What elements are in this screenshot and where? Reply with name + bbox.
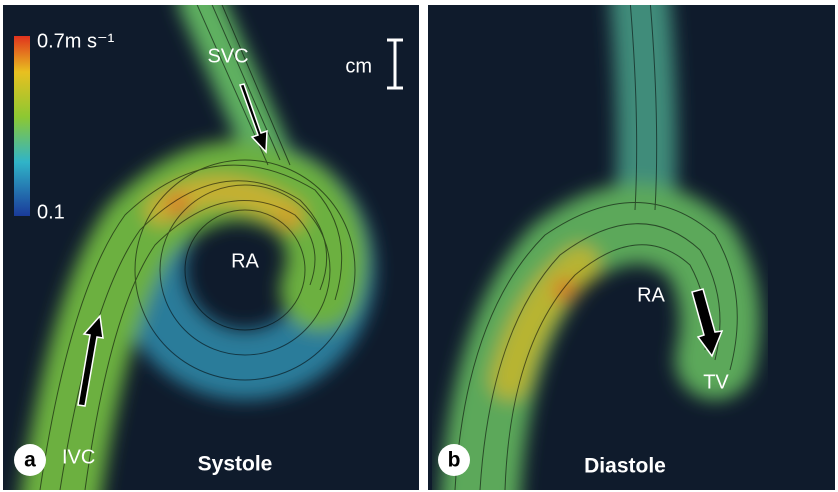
panel-title: Diastole	[584, 455, 666, 478]
figure: 0.7m s⁻¹ 0.1 SVC RA IVC cm a Systole RA …	[0, 0, 838, 492]
ra-label: RA	[231, 250, 259, 272]
panel-letter: a	[24, 449, 36, 472]
ra-label: RA	[637, 284, 665, 306]
panel-a: 0.7m s⁻¹ 0.1 SVC RA IVC cm a Systole	[3, 0, 419, 492]
tv-label: TV	[703, 371, 729, 393]
peak-spot	[279, 211, 297, 229]
colorbar-min: 0.1	[37, 201, 65, 223]
panel-title: Systole	[198, 453, 273, 476]
colorbar	[14, 36, 30, 216]
panel-b: RA TV b Diastole	[428, 0, 835, 492]
ivc-label: IVC	[62, 446, 95, 468]
svc-flow	[640, 0, 647, 210]
panel-letter: b	[448, 449, 461, 472]
page: {"panel_a": {"letter": "a", "title": "Sy…	[0, 0, 838, 492]
svc-label: SVC	[207, 45, 248, 67]
peak-spot	[555, 280, 575, 300]
peak-spot	[168, 195, 188, 215]
colorbar-max: 0.7m s⁻¹	[37, 30, 115, 52]
scale-label: cm	[345, 55, 372, 77]
